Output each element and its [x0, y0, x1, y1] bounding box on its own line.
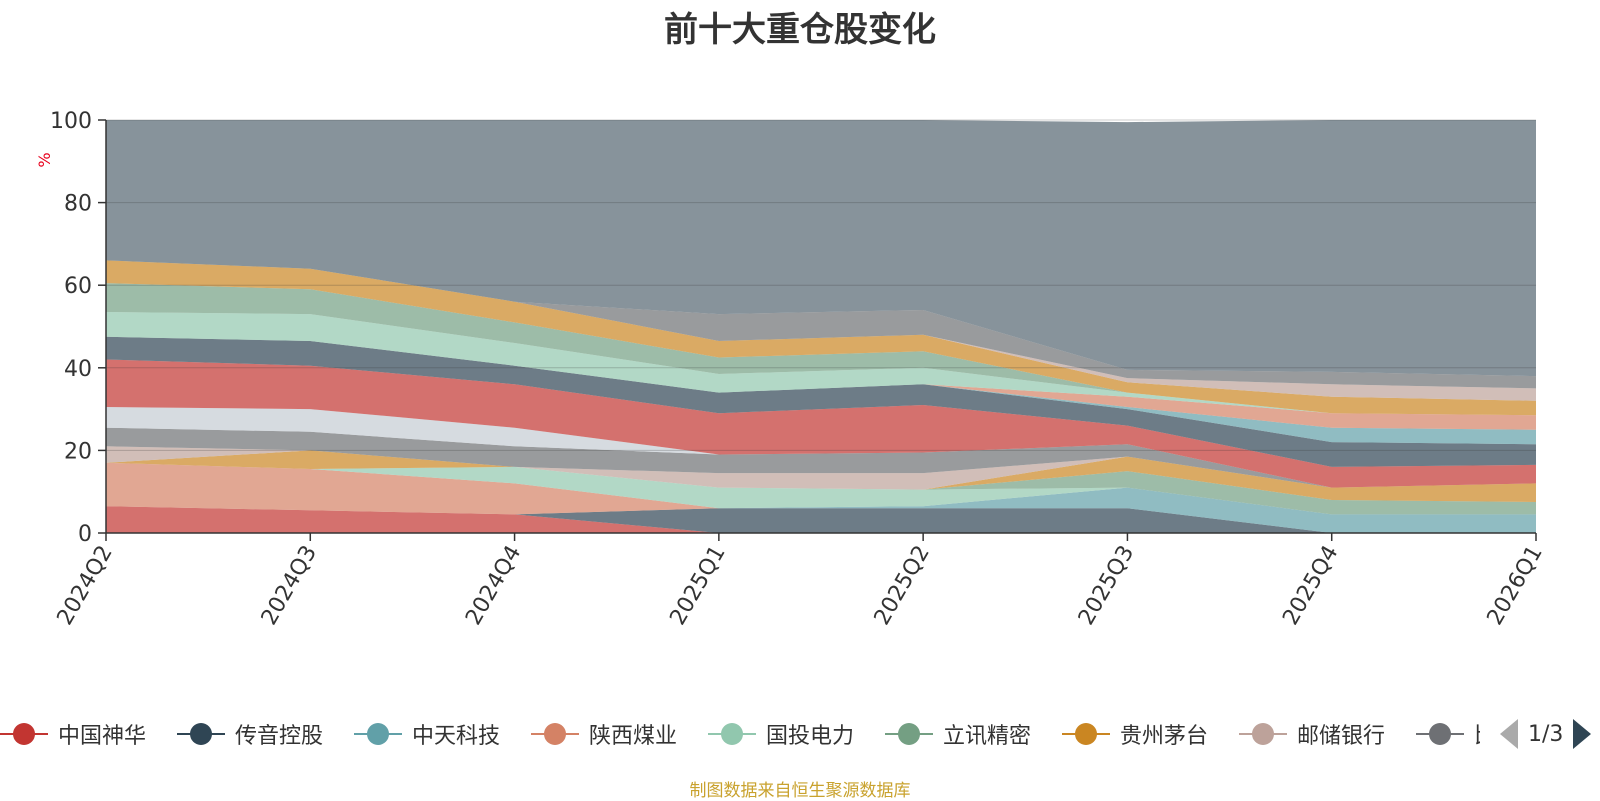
legend-item[interactable]: 传音控股	[177, 712, 323, 756]
legend-marker-icon	[1416, 722, 1464, 746]
legend: 中国神华 传音控股 中天科技 陕西煤业 国投电力 立讯精密 贵州茅台 邮储银行 比亚迪	[0, 712, 1480, 756]
x-tick-label: 2025Q1	[665, 541, 730, 629]
legend-label: 立讯精密	[943, 724, 1032, 749]
area-series-12[interactable]	[106, 336, 1536, 467]
area-series-15[interactable]	[106, 312, 1536, 416]
legend-page-indicator: 1/3	[1528, 721, 1564, 747]
legend-label: 贵州茅台	[1120, 724, 1209, 749]
y-tick-label: 60	[64, 274, 92, 299]
x-tick-label: 2024Q2	[53, 541, 118, 629]
y-tick-label: 80	[64, 192, 92, 217]
legend-item[interactable]: 立讯精密	[885, 712, 1031, 756]
legend-label: 邮储银行	[1297, 724, 1386, 749]
area-series-17[interactable]	[106, 260, 1536, 416]
x-tick-label: 2025Q4	[1278, 541, 1343, 629]
legend-marker-icon	[177, 722, 225, 746]
legend-marker-icon	[1062, 722, 1110, 746]
grid-lines	[106, 119, 1536, 451]
y-tick-label: 100	[50, 109, 92, 134]
area-series-19[interactable]	[106, 260, 1536, 389]
y-tick-label: 0	[78, 522, 92, 547]
chart-title: 前十大重仓股变化	[664, 10, 936, 50]
legend-marker-icon	[531, 722, 579, 746]
legend-item[interactable]: 比亚迪	[1416, 712, 1480, 756]
legend-marker-icon	[0, 722, 48, 746]
area-series-16[interactable]	[106, 283, 1536, 416]
legend-item[interactable]: 邮储银行	[1239, 712, 1385, 756]
area-series-group	[106, 120, 1536, 533]
legend-item[interactable]: 中国神华	[0, 712, 146, 756]
x-tick-label: 2025Q3	[1074, 541, 1139, 629]
legend-next-page-button[interactable]	[1573, 719, 1592, 749]
legend-item[interactable]: 中天科技	[354, 712, 500, 756]
area-series-6[interactable]	[106, 462, 1536, 515]
y-tick-label: 40	[64, 357, 92, 382]
legend-pager: 1/3	[1500, 714, 1592, 754]
area-series-8[interactable]	[106, 446, 1536, 490]
legend-marker-icon	[354, 722, 402, 746]
area-series-10[interactable]	[106, 407, 1536, 488]
stacked-area-chart: 0 20 40 60 80 100 2024Q2 2024Q3 2024Q4 2025Q1 2025…	[35, 109, 1548, 629]
area-series-3[interactable]	[106, 487, 1536, 533]
y-axis-label: %	[35, 152, 54, 167]
area-series-11[interactable]	[106, 359, 1536, 488]
legend-label: 国投电力	[766, 724, 855, 749]
legend-label: 传音控股	[235, 724, 324, 749]
x-tick-label: 2025Q2	[870, 541, 935, 629]
legend-prev-page-button[interactable]	[1500, 719, 1518, 749]
data-source-note: 制图数据来自恒生聚源数据库	[689, 781, 911, 801]
legend-label: 中国神华	[58, 724, 147, 749]
legend-label: 中天科技	[412, 724, 501, 749]
area-series-4[interactable]	[106, 462, 1536, 515]
legend-label: 比亚迪	[1474, 718, 1480, 750]
area-series-14[interactable]	[106, 336, 1536, 430]
area-series-18[interactable]	[106, 260, 1536, 401]
legend-label: 陕西煤业	[589, 724, 678, 749]
area-series-9[interactable]	[106, 427, 1536, 488]
legend-item[interactable]: 国投电力	[708, 712, 854, 756]
area-series-2[interactable]	[106, 506, 1536, 533]
x-tick-label: 2024Q4	[461, 541, 526, 629]
area-series-20[interactable]	[106, 120, 1536, 377]
legend-item[interactable]: 陕西煤业	[531, 712, 677, 756]
area-series-13[interactable]	[106, 336, 1536, 445]
area-series-7[interactable]	[106, 450, 1536, 502]
y-tick-label: 20	[64, 439, 92, 464]
area-series-1[interactable]	[106, 506, 1536, 533]
x-tick-label: 2026Q1	[1483, 541, 1548, 629]
legend-item[interactable]: 贵州茅台	[1062, 712, 1208, 756]
legend-marker-icon	[1239, 722, 1287, 746]
legend-marker-icon	[708, 722, 756, 746]
x-tick-label: 2024Q3	[257, 541, 322, 629]
legend-marker-icon	[885, 722, 933, 746]
